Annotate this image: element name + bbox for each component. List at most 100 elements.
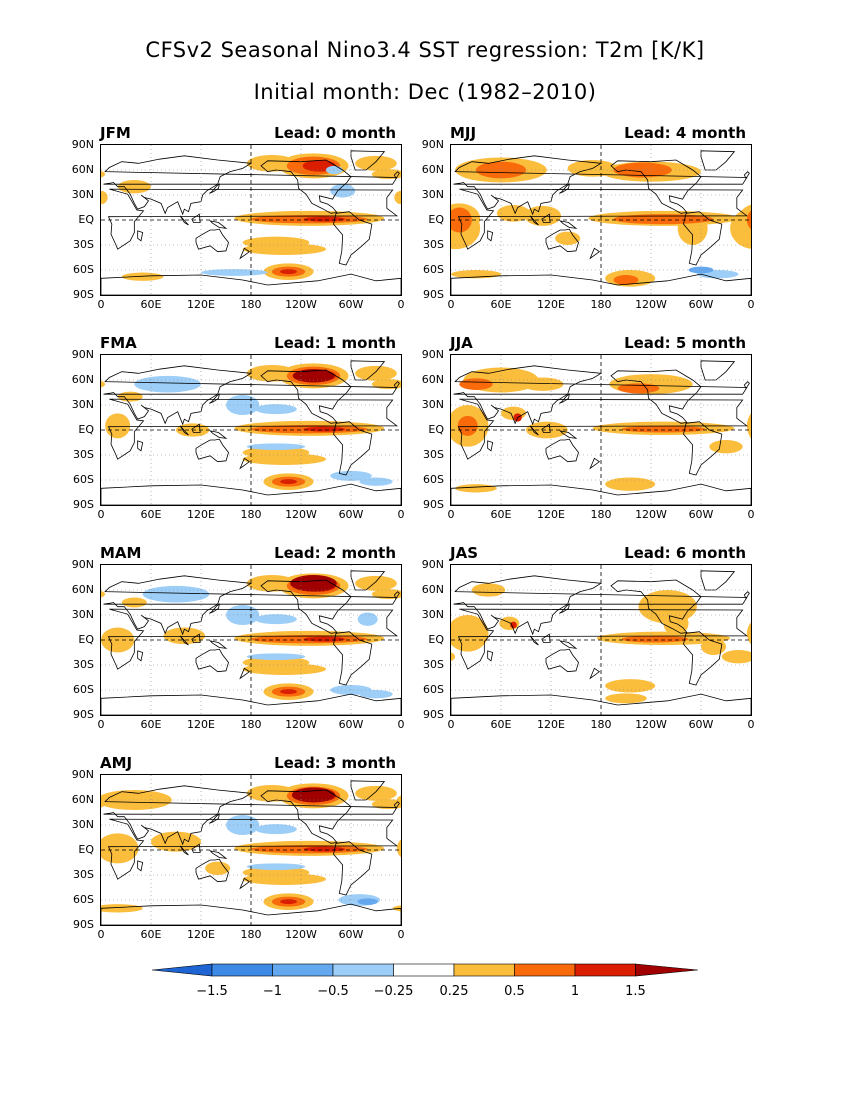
lon-tick-label: 120E — [187, 508, 215, 521]
anomaly-region — [280, 899, 297, 905]
lon-tick-label: 120E — [187, 718, 215, 731]
coastline — [191, 213, 201, 223]
coastline — [558, 220, 578, 229]
anomaly-region — [455, 484, 497, 493]
coastline — [487, 440, 494, 452]
coastline — [541, 423, 551, 433]
anomaly-region — [142, 585, 210, 603]
coastline — [610, 369, 702, 424]
anomaly-region — [721, 650, 751, 664]
lat-tick-label: 30N — [71, 608, 94, 621]
coastline — [137, 440, 144, 452]
lon-tick-label: 60E — [490, 718, 512, 731]
anomaly-region — [605, 477, 656, 491]
anomaly-region — [326, 165, 343, 175]
anomaly-region — [371, 589, 401, 600]
lat-tick-label: 90S — [73, 708, 94, 721]
anomaly-region — [613, 162, 672, 178]
coastline — [179, 425, 189, 436]
coastline — [457, 608, 749, 670]
lon-tick-label: 120E — [187, 928, 215, 941]
coastline — [260, 789, 352, 844]
lat-tick-label: 60N — [421, 583, 444, 596]
coastline — [683, 211, 723, 266]
lead-label: Lead: 6 month — [624, 544, 746, 562]
lat-tick-label: EQ — [428, 423, 444, 436]
coastline — [333, 841, 373, 896]
lat-tick-label: 60S — [423, 263, 444, 276]
lon-tick-label: 120W — [635, 298, 667, 311]
lat-tick-label: 90N — [71, 768, 94, 781]
anomaly-region — [355, 785, 397, 801]
anomaly-region — [242, 243, 326, 255]
anomaly-region — [451, 652, 456, 662]
coastline — [103, 785, 398, 846]
figure-title: CFSv2 Seasonal Nino3.4 SST regression: T… — [145, 38, 705, 62]
lon-tick-label: 0 — [747, 298, 755, 311]
lead-label: Lead: 2 month — [274, 544, 396, 562]
coastline — [239, 667, 251, 680]
anomaly-region — [205, 861, 231, 875]
anomaly-region — [134, 375, 201, 393]
colorbar-box — [514, 963, 576, 977]
anomaly-region — [457, 415, 478, 436]
coastline — [101, 693, 401, 715]
anomaly-region — [371, 799, 401, 810]
coastline — [191, 423, 201, 433]
panel-mam: MAM Lead: 2 month 90N 60N 30N EQ 30S 60S 90S 0 6… — [46, 544, 426, 744]
coastline — [457, 188, 749, 250]
anomaly-region — [101, 800, 106, 808]
coastline — [107, 818, 399, 880]
map-plot — [100, 354, 402, 506]
lon-tick-label: 60E — [490, 298, 512, 311]
anomaly-region — [524, 205, 561, 226]
anomaly-region — [246, 653, 306, 660]
anomaly-region — [280, 269, 297, 275]
lat-tick-label: 60N — [71, 583, 94, 596]
anomaly-region — [394, 190, 401, 205]
panel-amj: AMJ Lead: 3 month 90N 60N 30N EQ 30S 60S 90S 0 6… — [46, 754, 426, 954]
lat-tick-label: 90S — [73, 918, 94, 931]
map-canvas — [451, 355, 751, 505]
colorbar-graphic — [151, 963, 699, 977]
coastline — [610, 159, 702, 214]
anomaly-region — [510, 621, 517, 629]
anomaly-region — [101, 790, 172, 810]
coastline — [195, 858, 229, 883]
anomaly-region — [555, 231, 581, 245]
colorbar: −1.5 −1 −0.5 −0.25 0.25 0.5 1 1.5 — [0, 960, 850, 1010]
coastline — [743, 171, 750, 180]
coastline — [453, 575, 748, 636]
lon-tick-label: 60E — [140, 718, 162, 731]
anomaly-region — [242, 663, 326, 675]
lat-tick-label: 60N — [421, 373, 444, 386]
panel-mjj: MJJ Lead: 4 month 90N 60N 30N EQ 30S 60S 90S 0 6… — [396, 124, 776, 324]
anomaly-region — [613, 275, 639, 285]
lat-tick-label: EQ — [78, 213, 94, 226]
anomaly-region — [121, 272, 164, 281]
lat-tick-label: 60S — [73, 473, 94, 486]
anomaly-region — [255, 614, 297, 625]
lon-tick-label: 180 — [240, 718, 262, 731]
anomaly-region — [613, 214, 714, 225]
anomaly-region — [292, 369, 335, 383]
lat-tick-label: 60N — [71, 793, 94, 806]
anomaly-region — [255, 404, 297, 415]
anomaly-region — [101, 190, 108, 205]
season-label: MJJ — [450, 124, 477, 142]
coastline — [743, 591, 750, 600]
lon-tick-label: 60W — [338, 718, 364, 731]
anomaly-region — [303, 846, 346, 852]
lon-tick-label: 0 — [747, 508, 755, 521]
anomaly-region — [371, 169, 401, 180]
lat-tick-label: 90S — [73, 498, 94, 511]
anomaly-region — [357, 612, 378, 626]
lat-tick-label: 30S — [73, 868, 94, 881]
lon-tick-label: 180 — [240, 508, 262, 521]
anomaly-region — [621, 635, 689, 643]
lat-tick-label: 60S — [73, 893, 94, 906]
anomaly-region — [621, 425, 706, 433]
lat-tick-label: EQ — [78, 633, 94, 646]
coastline — [137, 650, 144, 662]
lat-tick-label: 30N — [421, 188, 444, 201]
